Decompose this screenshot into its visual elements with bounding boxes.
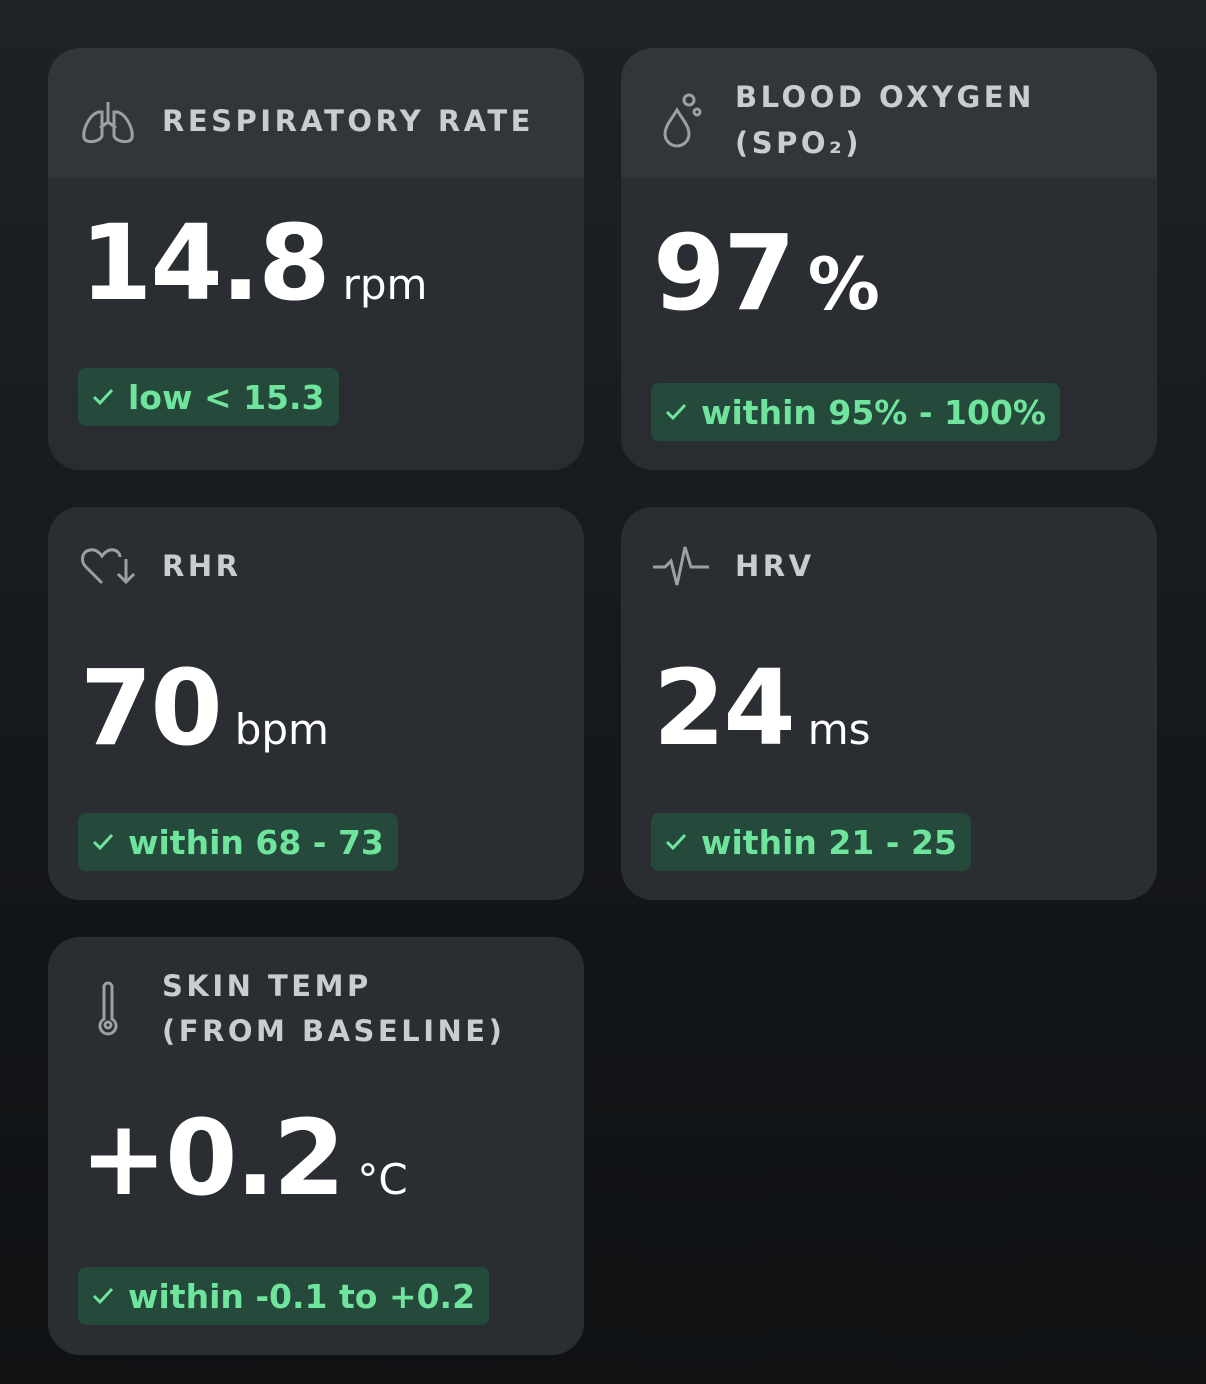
metric-unit: °C	[357, 1155, 408, 1204]
metric-unit: %	[807, 242, 880, 326]
metric-card: HRV 24 ms within 21 - 25	[621, 507, 1157, 900]
value-row: 70 bpm	[80, 653, 329, 763]
metric-card: RESPIRATORY RATE 14.8 rpm low < 15.3	[48, 48, 584, 470]
range-text: within 95% - 100%	[701, 392, 1046, 432]
heart-icon	[81, 548, 136, 585]
check-icon	[92, 388, 114, 406]
value-row: 24 ms	[653, 653, 871, 763]
metric-value: 14.8	[80, 202, 331, 324]
range-badge: within 21 - 25	[651, 813, 971, 871]
range-badge: within 95% - 100%	[651, 383, 1060, 441]
metric-unit: bpm	[234, 705, 329, 754]
range-text: low < 15.3	[128, 377, 325, 417]
card-title: (FROM BASELINE)	[162, 1014, 506, 1048]
metric-value: 24	[653, 647, 796, 769]
card-title: RESPIRATORY RATE	[162, 104, 534, 138]
lungs-icon	[82, 102, 134, 144]
value-row: 14.8 rpm	[80, 208, 427, 318]
thermometer-icon	[98, 981, 118, 1036]
range-badge: low < 15.3	[78, 368, 339, 426]
metric-card: SKIN TEMP (FROM BASELINE) +0.2 °C within…	[48, 937, 584, 1355]
range-text: within -0.1 to +0.2	[128, 1276, 476, 1316]
check-icon	[665, 833, 687, 851]
range-badge: within 68 - 73	[78, 813, 398, 871]
card-title: SKIN TEMP	[162, 969, 372, 1003]
card-title: HRV	[735, 549, 815, 583]
range-text: within 68 - 73	[128, 822, 384, 862]
range-text: within 21 - 25	[701, 822, 957, 862]
drop-icon	[663, 93, 702, 148]
range-badge: within -0.1 to +0.2	[78, 1267, 490, 1325]
check-icon	[665, 403, 687, 421]
value-row: 97 %	[653, 218, 880, 328]
metric-card: BLOOD OXYGEN (SPO₂) 97 % within 95% - 10…	[621, 48, 1157, 470]
metric-value: 70	[80, 647, 223, 769]
metric-unit: rpm	[342, 260, 428, 309]
check-icon	[92, 833, 114, 851]
card-title: BLOOD OXYGEN	[735, 80, 1035, 114]
value-row: +0.2 °C	[80, 1103, 408, 1213]
check-icon	[92, 1287, 114, 1305]
card-title: RHR	[162, 549, 242, 583]
card-title: (SPO₂)	[735, 126, 863, 160]
metric-value: 97	[653, 212, 796, 334]
hrv-icon	[653, 546, 709, 586]
metric-value: +0.2	[80, 1097, 345, 1219]
metric-card: RHR 70 bpm within 68 - 73	[48, 507, 584, 900]
metric-unit: ms	[807, 705, 871, 754]
